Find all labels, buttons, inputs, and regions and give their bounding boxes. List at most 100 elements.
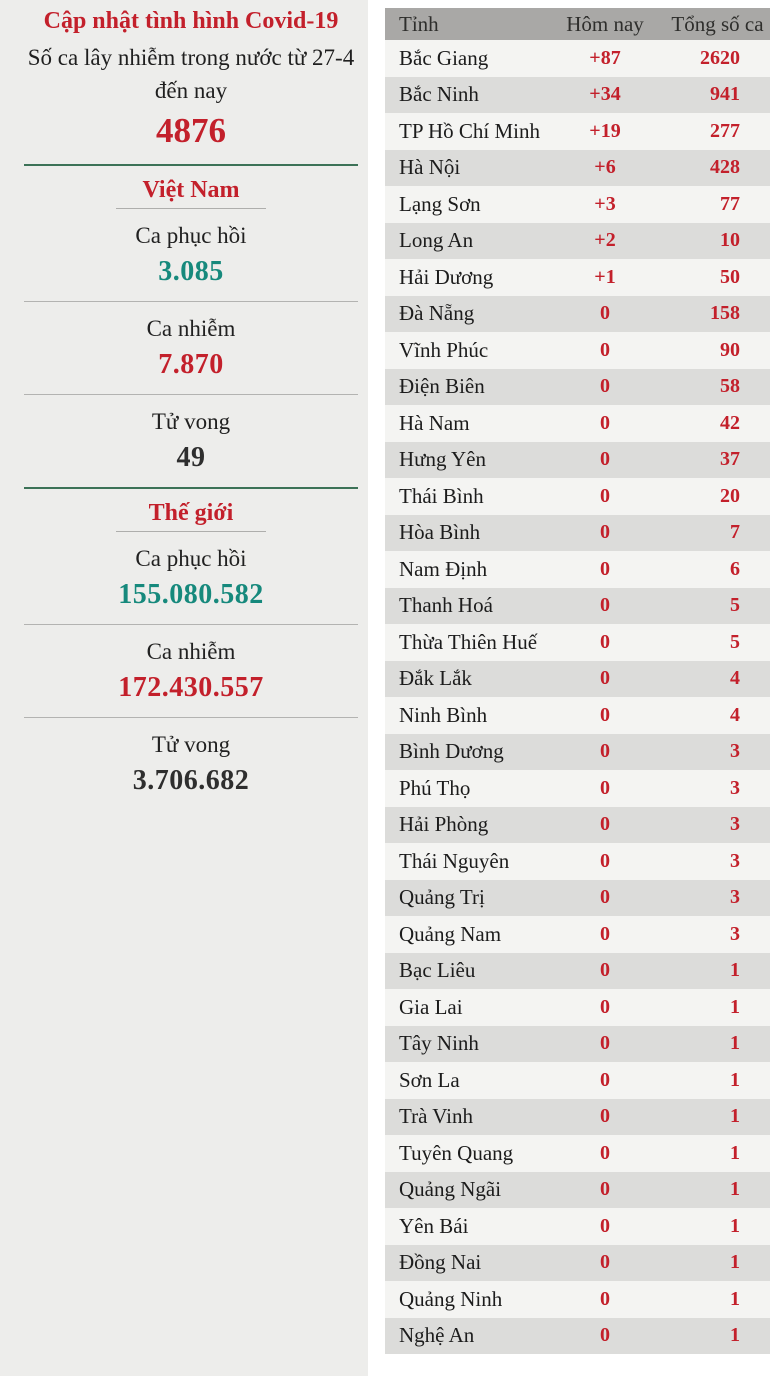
table-row: Sơn La 0 1 — [385, 1062, 770, 1099]
province-name: Thái Bình — [399, 483, 484, 508]
table-row: TP Hồ Chí Minh +19 277 — [385, 113, 770, 150]
province-name: Nam Định — [399, 556, 488, 581]
total-count: 3 — [730, 849, 740, 872]
table-row: Bắc Giang +87 2620 — [385, 40, 770, 77]
table-row: Quảng Nam 0 3 — [385, 916, 770, 953]
province-name: Đà Nẵng — [399, 301, 475, 326]
total-count: 1 — [730, 1251, 740, 1274]
province-name: Lạng Sơn — [399, 191, 481, 216]
province-name: Bắc Giang — [399, 45, 489, 70]
section-heading-world: Thế giới — [148, 500, 234, 526]
total-count: 6 — [730, 557, 740, 580]
table-row: Hải Phòng 0 3 — [385, 806, 770, 843]
total-count: 1 — [730, 1324, 740, 1347]
province-name: Quảng Ninh — [399, 1286, 503, 1311]
today-count: 0 — [600, 1105, 610, 1128]
table-row: Ninh Bình 0 4 — [385, 697, 770, 734]
total-count: 1 — [730, 995, 740, 1018]
today-count: 0 — [600, 484, 610, 507]
province-name: Đồng Nai — [399, 1250, 482, 1275]
today-count: 0 — [600, 302, 610, 325]
table-row: Tuyên Quang 0 1 — [385, 1135, 770, 1172]
stat-label-vn-deaths: Tử vong — [151, 409, 231, 434]
total-count: 277 — [710, 119, 740, 142]
section-divider — [24, 164, 358, 166]
total-count: 37 — [720, 448, 740, 471]
today-count: 0 — [600, 338, 610, 361]
today-count: 0 — [600, 1287, 610, 1310]
table-row: Quảng Trị 0 3 — [385, 879, 770, 916]
province-name: Phú Thọ — [399, 775, 471, 800]
province-name: Hải Dương — [399, 264, 494, 289]
stat-divider — [24, 301, 358, 302]
table-row: Quảng Ngãi 0 1 — [385, 1171, 770, 1208]
today-count: +34 — [589, 83, 621, 106]
summary-panel: Cập nhật tình hình Covid-19 Số ca lây nh… — [0, 0, 368, 1376]
table-row: Hưng Yên 0 37 — [385, 441, 770, 478]
province-name: Ninh Bình — [399, 702, 488, 727]
today-count: +6 — [594, 156, 616, 179]
total-count: 3 — [730, 922, 740, 945]
today-count: 0 — [600, 557, 610, 580]
table-row: Gia Lai 0 1 — [385, 989, 770, 1026]
table-row: Bắc Ninh +34 941 — [385, 76, 770, 113]
total-count: 941 — [710, 83, 740, 106]
today-count: 0 — [600, 922, 610, 945]
total-count: 77 — [720, 192, 740, 215]
stat-value-vn-deaths: 49 — [176, 442, 206, 473]
province-table: Tỉnh Hôm nay Tổng số ca Bắc Giang +87 2620… — [385, 8, 770, 1354]
today-count: 0 — [600, 995, 610, 1018]
table-row: Nghệ An 0 1 — [385, 1317, 770, 1354]
header-cell-today: Hôm nay — [566, 11, 644, 36]
today-count: 0 — [600, 849, 610, 872]
province-name: Quảng Trị — [399, 885, 485, 910]
stat-value-vn-recovered: 3.085 — [158, 256, 224, 287]
table-row: Vĩnh Phúc 0 90 — [385, 332, 770, 369]
province-name: Nghệ An — [399, 1323, 475, 1348]
today-count: +87 — [589, 46, 621, 69]
today-count: 0 — [600, 521, 610, 544]
section-heading-vietnam: Việt Nam — [142, 177, 240, 203]
province-name: Hà Nội — [399, 155, 461, 180]
today-count: +19 — [589, 119, 621, 142]
table-row: Tây Ninh 0 1 — [385, 1025, 770, 1062]
today-count: +1 — [594, 265, 616, 288]
table-row: Phú Thọ 0 3 — [385, 770, 770, 807]
province-name: Tuyên Quang — [399, 1140, 514, 1165]
stat-label-vn-recovered: Ca phục hồi — [135, 223, 247, 248]
total-count: 3 — [730, 886, 740, 909]
province-name: Quảng Nam — [399, 921, 502, 946]
table-row: Lạng Sơn +3 77 — [385, 186, 770, 223]
table-row: Thừa Thiên Huế 0 5 — [385, 624, 770, 661]
stat-value-world-recovered: 155.080.582 — [118, 579, 264, 610]
today-count: 0 — [600, 667, 610, 690]
table-row: Hòa Bình 0 7 — [385, 514, 770, 551]
total-count: 1 — [730, 1178, 740, 1201]
header-cell-province: Tỉnh — [399, 11, 439, 36]
province-name: Thái Nguyên — [399, 848, 510, 873]
province-name: Thừa Thiên Huế — [399, 629, 538, 654]
today-count: 0 — [600, 959, 610, 982]
stat-value-vn-infected: 7.870 — [158, 349, 224, 380]
table-row: Thái Bình 0 20 — [385, 478, 770, 515]
total-count: 10 — [720, 229, 740, 252]
table-row: Đà Nẵng 0 158 — [385, 295, 770, 332]
total-count: 1 — [730, 1105, 740, 1128]
total-count: 3 — [730, 776, 740, 799]
table-row: Đắk Lắk 0 4 — [385, 660, 770, 697]
province-name: Hải Phòng — [399, 812, 489, 837]
stat-divider — [24, 717, 358, 718]
total-count: 4 — [730, 667, 740, 690]
outbreak-total: 4876 — [156, 111, 226, 150]
today-count: 0 — [600, 1251, 610, 1274]
table-row: Quảng Ninh 0 1 — [385, 1281, 770, 1318]
section-divider — [24, 487, 358, 489]
table-row: Thanh Hoá 0 5 — [385, 587, 770, 624]
table-row: Thái Nguyên 0 3 — [385, 843, 770, 880]
total-count: 20 — [720, 484, 740, 507]
province-name: Điện Biên — [399, 374, 485, 399]
today-count: 0 — [600, 1032, 610, 1055]
heading-underline — [116, 208, 266, 209]
stat-label-vn-infected: Ca nhiễm — [146, 316, 236, 341]
infographic-title: Cập nhật tình hình Covid-19 — [43, 8, 339, 34]
